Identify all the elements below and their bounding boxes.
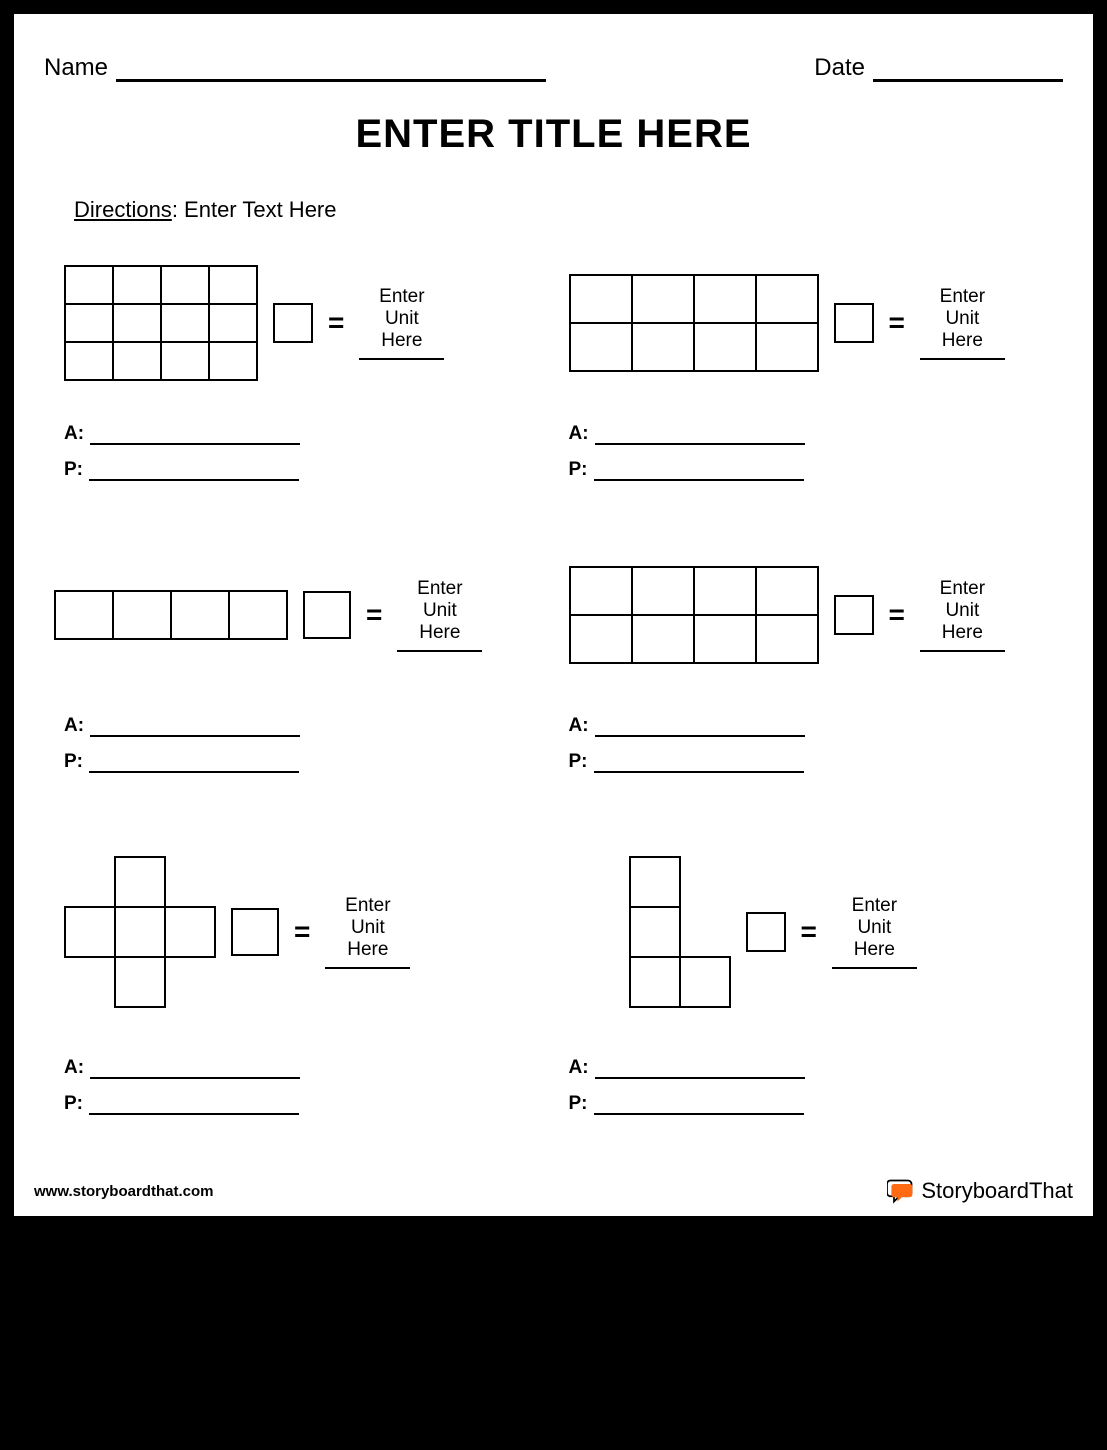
- problem-1: = Enter Unit Here A: P:: [64, 253, 539, 495]
- perimeter-blank[interactable]: [594, 462, 804, 481]
- problem-2-shape: [569, 274, 819, 372]
- problem-6-answers: A: P:: [569, 1057, 1044, 1115]
- problem-1-shape-row: = Enter Unit Here: [64, 253, 539, 393]
- perimeter-label: P:: [64, 459, 83, 481]
- bottom-black-bar: [0, 1230, 1107, 1450]
- problem-6-shape: [629, 856, 731, 1008]
- problem-3-shape-row: = Enter Unit Here: [64, 545, 539, 685]
- unit-underline: [832, 967, 917, 969]
- speech-bubble-icon: [887, 1177, 915, 1205]
- problem-1-shape: [64, 265, 258, 381]
- unit-underline: [325, 967, 410, 969]
- footer-brand: StoryboardThat: [887, 1177, 1073, 1205]
- area-blank[interactable]: [90, 1060, 300, 1079]
- unit-label: Enter Unit Here: [920, 578, 1005, 652]
- problem-5-answers: A: P:: [64, 1057, 539, 1115]
- unit-label: Enter Unit Here: [832, 895, 917, 969]
- perimeter-blank[interactable]: [594, 1096, 804, 1115]
- unit-label: Enter Unit Here: [359, 286, 444, 360]
- perimeter-label: P:: [64, 1093, 83, 1115]
- footer: www.storyboardthat.com StoryboardThat: [14, 1167, 1093, 1215]
- problem-4-answers: A: P:: [569, 715, 1044, 773]
- date-label: Date: [814, 54, 865, 82]
- perimeter-blank[interactable]: [594, 754, 804, 773]
- problem-3-shape: [54, 590, 288, 640]
- area-label: A:: [569, 1057, 589, 1079]
- problem-5-shape-row: = Enter Unit Here: [64, 837, 539, 1027]
- unit-square-icon: [303, 591, 351, 639]
- unit-square-icon: [273, 303, 313, 343]
- unit-underline: [397, 650, 482, 652]
- problem-5-shape: [64, 856, 216, 1008]
- unit-square-icon: [746, 912, 786, 952]
- directions-text: Enter Text Here: [184, 197, 336, 222]
- brand-text: StoryboardThat: [921, 1178, 1073, 1204]
- area-blank[interactable]: [595, 718, 805, 737]
- area-label: A:: [64, 1057, 84, 1079]
- problem-5: = Enter Unit Here A: P:: [64, 837, 539, 1129]
- problem-3: = Enter Unit Here A: P:: [64, 545, 539, 787]
- unit-square-icon: [834, 303, 874, 343]
- problem-2: = Enter Unit Here A: P:: [569, 253, 1044, 495]
- problem-4: = Enter Unit Here A: P:: [569, 545, 1044, 787]
- unit-label: Enter Unit Here: [920, 286, 1005, 360]
- page: Name Date ENTER TITLE HERE Directions: E…: [0, 0, 1107, 1450]
- problem-4-shape: [569, 566, 819, 664]
- area-blank[interactable]: [595, 426, 805, 445]
- equals-sign: =: [889, 307, 905, 339]
- page-title: ENTER TITLE HERE: [44, 112, 1063, 157]
- perimeter-label: P:: [569, 751, 588, 773]
- area-label: A:: [64, 715, 84, 737]
- perimeter-blank[interactable]: [89, 1096, 299, 1115]
- problem-1-answers: A: P:: [64, 423, 539, 481]
- problem-6-shape-row: = Enter Unit Here: [569, 837, 1044, 1027]
- worksheet-sheet: Name Date ENTER TITLE HERE Directions: E…: [14, 14, 1093, 1216]
- equals-sign: =: [328, 307, 344, 339]
- problems-grid: = Enter Unit Here A: P:: [44, 253, 1063, 1129]
- equals-sign: =: [889, 599, 905, 631]
- unit-underline: [920, 358, 1005, 360]
- unit-label: Enter Unit Here: [397, 578, 482, 652]
- unit-label: Enter Unit Here: [325, 895, 410, 969]
- area-label: A:: [64, 423, 84, 445]
- area-blank[interactable]: [90, 426, 300, 445]
- problem-6: = Enter Unit Here A: P:: [569, 837, 1044, 1129]
- name-label: Name: [44, 54, 108, 82]
- equals-sign: =: [801, 916, 817, 948]
- name-field: Name: [44, 54, 546, 82]
- directions: Directions: Enter Text Here: [74, 197, 1063, 223]
- unit-square-icon: [834, 595, 874, 635]
- problem-4-shape-row: = Enter Unit Here: [569, 545, 1044, 685]
- equals-sign: =: [294, 916, 310, 948]
- problem-2-shape-row: = Enter Unit Here: [569, 253, 1044, 393]
- perimeter-blank[interactable]: [89, 754, 299, 773]
- unit-underline: [359, 358, 444, 360]
- header-row: Name Date: [44, 54, 1063, 82]
- date-blank-line[interactable]: [873, 56, 1063, 82]
- equals-sign: =: [366, 599, 382, 631]
- unit-square-icon: [231, 908, 279, 956]
- area-blank[interactable]: [595, 1060, 805, 1079]
- perimeter-label: P:: [569, 459, 588, 481]
- footer-url: www.storyboardthat.com: [34, 1183, 213, 1200]
- area-label: A:: [569, 715, 589, 737]
- date-field: Date: [814, 54, 1063, 82]
- problem-3-answers: A: P:: [64, 715, 539, 773]
- area-blank[interactable]: [90, 718, 300, 737]
- perimeter-label: P:: [569, 1093, 588, 1115]
- perimeter-blank[interactable]: [89, 462, 299, 481]
- name-blank-line[interactable]: [116, 56, 546, 82]
- perimeter-label: P:: [64, 751, 83, 773]
- area-label: A:: [569, 423, 589, 445]
- directions-label: Directions: [74, 197, 172, 222]
- unit-underline: [920, 650, 1005, 652]
- problem-2-answers: A: P:: [569, 423, 1044, 481]
